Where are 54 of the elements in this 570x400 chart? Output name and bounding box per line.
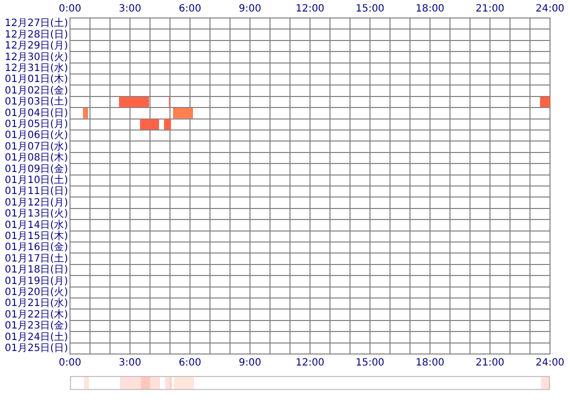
y-tick-label: 12月28日(日) <box>4 29 68 40</box>
x-tick-label: 18:00 <box>416 358 444 369</box>
bar <box>83 108 88 118</box>
y-tick-label: 01月15日(木) <box>4 230 68 242</box>
x-tick-label: 24:00 <box>536 358 564 369</box>
y-tick-label: 12月31日(水) <box>4 62 68 74</box>
y-tick-label: 01月04日(日) <box>4 108 68 119</box>
y-tick-label: 01月02日(金) <box>4 84 68 96</box>
x2-tick-label: 12:00 <box>296 4 324 15</box>
y-tick-label: 01月13日(火) <box>4 208 68 220</box>
y-tick-label: 12月30日(火) <box>4 50 68 63</box>
y-tick-label: 01月01日(木) <box>4 73 68 86</box>
x2-tick-label: 0:00 <box>58 4 82 15</box>
x2-tick-label: 18:00 <box>416 4 444 15</box>
x-tick-label: 0:00 <box>58 358 82 369</box>
y-tick-label: 01月20日(火) <box>4 286 68 298</box>
y-tick-label: 01月14日(水) <box>4 218 68 231</box>
y-tick-label: 12月27日(土) <box>4 17 68 30</box>
y-tick-label: 01月06日(火) <box>4 129 68 142</box>
y-tick-label: 01月12日(月) <box>4 197 68 208</box>
x-tick-label: 15:00 <box>356 358 384 369</box>
y-tick-label: 01月19日(月) <box>4 276 68 287</box>
x2-tick-label: 21:00 <box>476 4 504 15</box>
x-tick-label: 3:00 <box>118 358 142 369</box>
y-tick-label: 01月25日(日) <box>4 342 68 354</box>
bar <box>173 108 193 118</box>
bar <box>540 96 550 108</box>
x-tick-label: 21:00 <box>476 358 504 369</box>
x2-tick-label: 9:00 <box>238 4 262 15</box>
y-tick-label: 01月16日(金) <box>4 241 68 254</box>
y-tick-label: 01月07日(水) <box>4 140 68 152</box>
bar <box>140 119 159 130</box>
y-tick-label: 01月21日(水) <box>4 297 68 310</box>
y-tick-label: 01月23日(金) <box>4 320 68 332</box>
y-tick-label: 12月29日(月) <box>4 40 68 52</box>
bar <box>164 119 171 130</box>
y-tick-label: 01月17日(土) <box>4 252 68 264</box>
y-tick-label: 01月24日(土) <box>4 330 68 343</box>
x-tick-label: 12:00 <box>296 358 324 369</box>
x2-tick-label: 15:00 <box>356 4 384 15</box>
x2-tick-label: 3:00 <box>118 4 142 15</box>
bar <box>119 96 149 108</box>
y-tick-label: 01月11日(日) <box>4 186 68 198</box>
y-tick-label: 01月10日(土) <box>4 174 68 186</box>
x2-tick-label: 6:00 <box>178 4 202 15</box>
y-tick-label: 01月03日(土) <box>4 96 68 108</box>
y-tick-label: 01月18日(日) <box>4 264 68 276</box>
y-tick-label: 01月22日(木) <box>4 308 68 320</box>
x2-tick-label: 24:00 <box>536 4 564 15</box>
x-tick-label: 9:00 <box>238 358 262 369</box>
y-tick-label: 01月08日(木) <box>4 152 68 164</box>
x-tick-label: 6:00 <box>178 358 202 369</box>
y-tick-label: 01月05日(月) <box>4 118 68 130</box>
y-tick-label: 01月09日(金) <box>4 162 68 175</box>
